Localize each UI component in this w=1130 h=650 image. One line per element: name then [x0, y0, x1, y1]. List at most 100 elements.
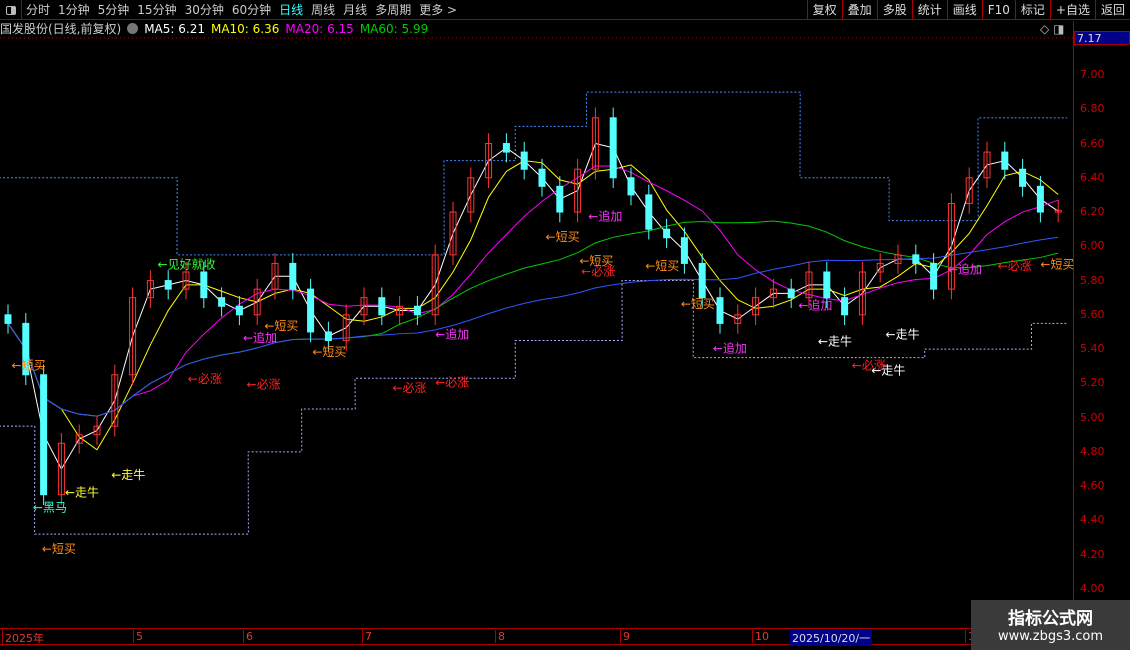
candle-body [253, 288, 261, 316]
y-tick-label: 5.80 [1080, 273, 1105, 287]
candle-body [823, 271, 831, 299]
candle-body [289, 262, 297, 290]
signal-label: ←追加 [798, 298, 832, 313]
signal-label: ←必涨 [247, 376, 281, 391]
signal-label: ←追加 [243, 330, 277, 345]
candle-body [574, 168, 582, 213]
candle-body [1019, 168, 1027, 187]
signal-label: ←短买 [42, 542, 76, 556]
price-axis: 7.00 6.80 6.60 6.40 6.20 6.00 5.80 5.60 5.40 5.20… [1073, 21, 1130, 628]
candle-body [449, 211, 457, 256]
candle-body [413, 305, 421, 316]
sidebar-toggle-button[interactable] [0, 0, 22, 20]
y-tick-label: 6.60 [1080, 136, 1105, 150]
candle-body [538, 168, 546, 187]
upper-band-line [0, 91, 1068, 256]
lower-band-line [0, 280, 1068, 535]
ma60-value: MA60: 5.99 [359, 22, 429, 36]
toolbar-button[interactable]: 统计 [911, 0, 947, 19]
signal-label: ←走牛 [65, 484, 99, 499]
candle-body [467, 177, 475, 213]
candle-body [378, 297, 386, 316]
signal-label: ←短买 [579, 254, 613, 268]
toolbar-button[interactable]: 多股 [876, 0, 912, 19]
y-tick-label: 6.20 [1080, 205, 1105, 219]
period-tab[interactable]: 多周期 [375, 3, 412, 17]
indicator-info-line: 国发股份(日线,前复权) MA5: 6.21 MA10: 6.36 MA20: … [0, 21, 428, 37]
candle-body [591, 117, 599, 170]
signal-label: ←必涨 [852, 357, 886, 372]
candle-body [324, 331, 332, 342]
cursor-date: 2025/10/20/一 [790, 630, 873, 646]
candle-body [235, 305, 243, 316]
candle-body [200, 271, 208, 299]
toolbar-button[interactable]: 画线 [946, 0, 982, 19]
y-tick-label: 6.40 [1080, 170, 1105, 184]
candle-body [876, 262, 884, 273]
ma20-value: MA20: 6.15 [285, 22, 354, 36]
y-tick-label: 4.00 [1080, 581, 1105, 595]
signal-label: ←必涨 [392, 380, 426, 395]
y-tick-label: 4.20 [1080, 547, 1105, 561]
signal-label: ←短买 [645, 259, 679, 273]
candle-body [965, 177, 973, 204]
candle-body [218, 297, 226, 307]
candle-body [1054, 209, 1062, 213]
candle-body [912, 254, 920, 264]
candle-body [663, 228, 671, 239]
toolbar-button[interactable]: 叠加 [841, 0, 877, 19]
period-tab[interactable]: 月线 [343, 3, 368, 17]
watermark-title: 指标公式网 [1008, 609, 1093, 629]
candle-body [4, 314, 12, 324]
signal-label: ←走牛 [111, 467, 145, 482]
candle-body [129, 297, 137, 376]
toolbar-button[interactable]: 返回 [1094, 0, 1130, 19]
y-tick-label: 5.60 [1080, 307, 1105, 321]
period-tab[interactable]: 周线 [311, 3, 336, 17]
toolbar-button[interactable]: +自选 [1049, 0, 1095, 19]
ma60-line [7, 220, 1059, 417]
stock-title: 国发股份(日线,前复权) [0, 22, 122, 36]
signal-label: ←短买 [264, 319, 298, 333]
chevron-down-icon[interactable] [127, 23, 139, 34]
candle-body [609, 117, 617, 179]
toolbar-button[interactable]: F10 [981, 0, 1015, 19]
candle-body [841, 297, 849, 316]
signal-label: ←必涨 [581, 263, 615, 278]
candle-body [1036, 185, 1044, 213]
diamond-icon[interactable]: ◇ [1040, 22, 1050, 36]
toolbar-button[interactable]: 复权 [806, 0, 842, 19]
toolbar-button[interactable]: 标记 [1014, 0, 1050, 19]
signal-label: ←追加 [435, 327, 469, 342]
candle-body [698, 262, 706, 299]
period-tab[interactable]: 30分钟 [184, 3, 224, 17]
ma10-line [7, 160, 1059, 451]
candle-body [502, 143, 510, 153]
candle-body [680, 237, 688, 264]
period-tab[interactable]: 1分钟 [58, 3, 90, 17]
period-tab[interactable]: 5分钟 [97, 3, 130, 17]
y-tick-label: 5.40 [1080, 342, 1105, 356]
date-label: 7 [362, 630, 372, 643]
candle-body [342, 314, 350, 342]
candle-body [431, 254, 439, 316]
candle-body [22, 322, 30, 376]
y-tick-label: 7.00 [1080, 68, 1105, 81]
period-tab[interactable]: 分时 [26, 3, 51, 17]
candle-body [271, 262, 279, 290]
period-tab[interactable]: 日线 [279, 3, 304, 17]
panel-icon[interactable]: ◨ [1053, 22, 1065, 36]
period-tab[interactable]: 60分钟 [231, 3, 272, 17]
candle-body [307, 288, 315, 333]
period-tab[interactable]: 15分钟 [137, 3, 177, 17]
signal-label: ←走牛 [886, 327, 920, 342]
y-tick-label: 5.20 [1080, 376, 1105, 390]
candlestick-chart[interactable]: ←短买←黑马←走牛←短买←走牛←必涨←见好就收←追加←短买←必涨←短买←必涨 ←必… [0, 0, 1073, 628]
candle-body [40, 374, 48, 496]
period-tab[interactable]: 更多 > [419, 3, 458, 17]
candle-body [520, 151, 528, 170]
candle-body [805, 271, 813, 299]
signal-label: ←必涨 [188, 371, 222, 386]
signal-label: ←走牛 [871, 363, 905, 378]
candle-body [57, 442, 65, 496]
